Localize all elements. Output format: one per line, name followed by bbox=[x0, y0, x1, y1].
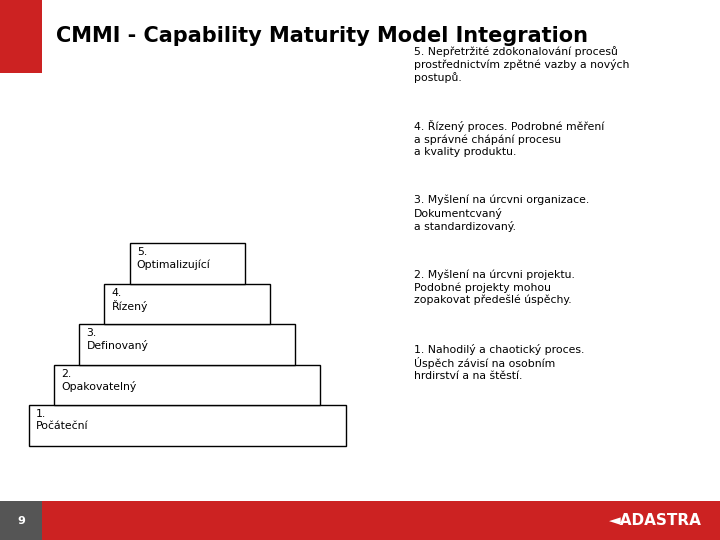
Text: CMMI - Capability Maturity Model Integration: CMMI - Capability Maturity Model Integra… bbox=[56, 26, 588, 46]
Text: 3.
Definovaný: 3. Definovaný bbox=[86, 328, 148, 351]
Bar bbox=[104, 284, 270, 324]
Bar bbox=[79, 324, 295, 365]
Bar bbox=[29, 405, 346, 446]
Bar bbox=[54, 364, 320, 405]
Text: 2. Myšlení na úrcvni projektu.
Podobné projekty mohou
zopakovat předešlé úspěchy: 2. Myšlení na úrcvni projektu. Podobné p… bbox=[414, 269, 575, 305]
Text: 3. Myšlení na úrcvni organizace.
Dokumentcvaný
a standardizovaný.: 3. Myšlení na úrcvni organizace. Dokumen… bbox=[414, 195, 589, 232]
Text: ◄ADASTRA: ◄ADASTRA bbox=[609, 513, 702, 528]
Text: 4. Řízený proces. Podrobné měření
a správné chápání procesu
a kvality produktu.: 4. Řízený proces. Podrobné měření a sprá… bbox=[414, 120, 604, 157]
Text: 4.
Řízený: 4. Řízený bbox=[112, 288, 148, 312]
Text: 5.
Optimalizující: 5. Optimalizující bbox=[137, 247, 210, 269]
Text: 9: 9 bbox=[17, 516, 24, 525]
Bar bbox=[130, 243, 245, 284]
Text: 2.
Opakovatelný: 2. Opakovatelný bbox=[61, 369, 137, 392]
Text: 1.
Počáteční: 1. Počáteční bbox=[36, 409, 89, 431]
Text: 1. Nahodilý a chaotický proces.
Úspěch závisí na osobním
hrdirství a na štěstí.: 1. Nahodilý a chaotický proces. Úspěch z… bbox=[414, 344, 585, 381]
Text: 5. Nepřetržité zdokonalování procesů
prostřednictvím zpětné vazby a nových
postu: 5. Nepřetržité zdokonalování procesů pro… bbox=[414, 46, 629, 83]
